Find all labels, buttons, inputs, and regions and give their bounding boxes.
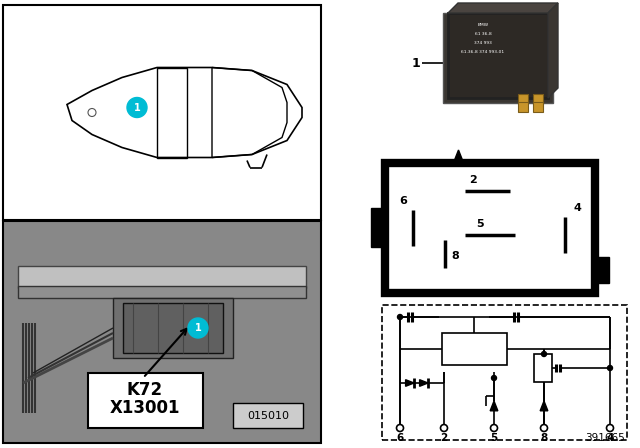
Bar — [18, 266, 306, 288]
Bar — [18, 286, 306, 298]
Text: 1: 1 — [134, 103, 140, 112]
Circle shape — [440, 425, 447, 431]
Bar — [595, 257, 609, 283]
Circle shape — [492, 375, 497, 380]
Text: 2: 2 — [440, 433, 447, 443]
Bar — [534, 354, 552, 382]
Bar — [233, 403, 303, 428]
Text: BMW: BMW — [477, 23, 488, 27]
Bar — [382, 305, 627, 440]
Bar — [518, 102, 528, 112]
Bar — [113, 298, 233, 358]
Circle shape — [541, 352, 547, 357]
Text: 374 993: 374 993 — [474, 41, 492, 45]
Bar — [443, 13, 553, 103]
Text: 5: 5 — [476, 219, 484, 228]
Bar — [518, 94, 528, 104]
Bar — [448, 13, 548, 98]
Text: X13001: X13001 — [109, 399, 180, 417]
Bar — [371, 208, 385, 247]
Bar — [4, 222, 320, 442]
Circle shape — [607, 425, 614, 431]
Text: 1: 1 — [412, 56, 420, 69]
Polygon shape — [406, 380, 414, 386]
Bar — [385, 163, 595, 293]
Text: K72: K72 — [127, 381, 163, 399]
Bar — [123, 303, 223, 353]
Text: 4: 4 — [573, 202, 581, 212]
Text: 2: 2 — [469, 175, 477, 185]
Circle shape — [490, 425, 497, 431]
Text: 8: 8 — [540, 433, 548, 443]
Text: 1: 1 — [195, 323, 202, 333]
Polygon shape — [454, 150, 463, 161]
Text: 4: 4 — [606, 433, 614, 443]
Circle shape — [397, 314, 403, 319]
Polygon shape — [548, 3, 558, 98]
Text: 6: 6 — [396, 433, 404, 443]
Circle shape — [541, 425, 547, 431]
Text: 61 36-8: 61 36-8 — [475, 32, 492, 36]
Bar — [3, 5, 321, 220]
Polygon shape — [540, 401, 548, 411]
Circle shape — [397, 425, 403, 431]
Text: 8: 8 — [451, 251, 459, 261]
Polygon shape — [448, 3, 558, 13]
Circle shape — [607, 366, 612, 370]
Text: 61.36-8 374 993-01: 61.36-8 374 993-01 — [461, 50, 504, 54]
Text: 5: 5 — [490, 433, 498, 443]
Bar — [88, 373, 203, 428]
Bar — [533, 102, 543, 112]
Circle shape — [188, 318, 208, 338]
Polygon shape — [490, 401, 498, 411]
Polygon shape — [420, 380, 428, 386]
Circle shape — [127, 98, 147, 117]
Bar — [442, 333, 507, 365]
Text: 391665: 391665 — [585, 433, 625, 443]
Bar — [533, 94, 543, 104]
Text: 6: 6 — [399, 196, 407, 206]
Text: 015010: 015010 — [247, 411, 289, 421]
Bar — [3, 221, 321, 443]
